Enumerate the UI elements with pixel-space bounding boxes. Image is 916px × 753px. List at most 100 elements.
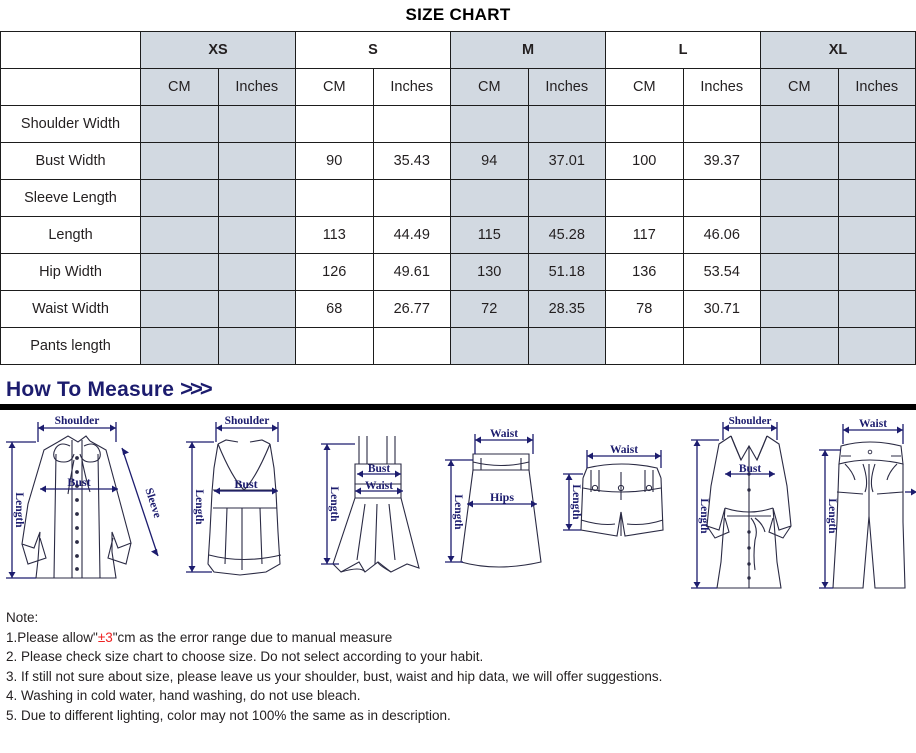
size-header-s: S [295,31,451,69]
cell-r6-c5 [527,327,606,365]
figure-coat: Shoulder Bust Length [685,412,813,600]
unit-header-xl-inches: Inches [837,68,916,106]
unit-header-xs-cm: CM [140,68,219,106]
unit-corner-cell [0,68,141,106]
cell-r4-c3: 49.61 [372,253,451,291]
note-item-5: 5. Due to different lighting, color may … [6,707,451,723]
note-item-2: 2. Please check size chart to choose siz… [6,649,484,664]
section-divider [0,404,916,410]
unit-header-xl-cm: CM [760,68,839,106]
cell-r4-c2: 126 [295,253,374,291]
cell-r3-c0 [140,216,219,254]
table-row: Sleeve Length [0,179,916,217]
row-label-4: Hip Width [0,253,141,291]
blouse-label-shoulder: Shoulder [55,415,100,427]
cell-r0-c5 [527,105,606,143]
cell-r6-c4 [450,327,529,365]
table-row: Length 113 44.49 115 45.28 117 46.06 [0,216,916,254]
notes-section: Note: 1.Please allow"±3"cm as the error … [0,600,916,725]
skirt-label-length: Length [452,494,464,530]
note-item-1: 1.Please allow"±3"cm as the error range … [6,628,916,648]
cell-r0-c9 [837,105,916,143]
cell-r2-c2 [295,179,374,217]
cell-r4-c9 [837,253,916,291]
dress-label-length: Length [328,486,340,522]
cell-r5-c0 [140,290,219,328]
figure-pants: Waist Thigh Length [813,412,916,600]
skirt-diagram: Waist Hips Length [445,428,542,568]
row-label-1: Bust Width [0,142,141,180]
coat-diagram: Shoulder Bust Length [691,415,792,589]
cell-r0-c4 [450,105,529,143]
cell-r3-c4: 115 [450,216,529,254]
blouse-label-length: Length [13,492,25,528]
cell-r2-c7 [682,179,761,217]
cell-r3-c6: 117 [605,216,684,254]
table-row: Bust Width 90 35.43 94 37.01 100 39.37 [0,142,916,180]
cell-r0-c2 [295,105,374,143]
garment-illustrations: Shoulder Bust Length Sleeve [0,410,916,600]
cell-r6-c6 [605,327,684,365]
unit-header-l-inches: Inches [682,68,761,106]
tank-label-length: Length [193,489,205,525]
cell-r3-c1 [217,216,296,254]
how-to-measure-section: How To Measure >>> [0,365,916,410]
cell-r1-c3: 35.43 [372,142,451,180]
shorts-diagram: Waist Length [563,444,664,537]
figure-dress: Bust Waist Length [315,412,437,600]
row-label-2: Sleeve Length [0,179,141,217]
cell-r3-c7: 46.06 [682,216,761,254]
cell-r6-c8 [760,327,839,365]
cell-r4-c6: 136 [605,253,684,291]
cell-r5-c8 [760,290,839,328]
table-row: Waist Width 68 26.77 72 28.35 78 30.71 [0,290,916,328]
cell-r5-c3: 26.77 [372,290,451,328]
cell-r2-c4 [450,179,529,217]
cell-r6-c3 [372,327,451,365]
cell-r1-c2: 90 [295,142,374,180]
cell-r0-c0 [140,105,219,143]
pants-diagram: Waist Thigh Length [819,418,916,589]
cell-r2-c9 [837,179,916,217]
cell-r0-c1 [217,105,296,143]
tank-label-shoulder: Shoulder [225,415,270,427]
row-label-5: Waist Width [0,290,141,328]
cell-r6-c7 [682,327,761,365]
size-chart-table: XS S M L XL CM Inches CM Inches CM Inche… [0,31,916,365]
row-label-3: Length [0,216,141,254]
unit-header-s-cm: CM [295,68,374,106]
cell-r3-c3: 44.49 [372,216,451,254]
table-row: Hip Width 126 49.61 130 51.18 136 53.54 [0,253,916,291]
cell-r1-c8 [760,142,839,180]
note-text: "cm as the error range due to manual mea… [112,629,393,645]
skirt-label-hips: Hips [490,490,514,504]
cell-r6-c2 [295,327,374,365]
size-header-l: L [605,31,761,69]
cell-r3-c5: 45.28 [527,216,606,254]
cell-r1-c6: 100 [605,142,684,180]
cell-r4-c5: 51.18 [527,253,606,291]
unit-header-xs-inches: Inches [217,68,296,106]
unit-header-s-inches: Inches [372,68,451,106]
cell-r2-c5 [527,179,606,217]
cell-r4-c0 [140,253,219,291]
figure-shorts: Waist Length [557,412,685,600]
table-row: Shoulder Width [0,105,916,143]
cell-r1-c9 [837,142,916,180]
blouse-label-sleeve: Sleeve [142,487,163,520]
table-header-row-units: CM Inches CM Inches CM Inches CM Inches … [0,68,916,106]
cell-r5-c4: 72 [450,290,529,328]
cell-r3-c8 [760,216,839,254]
cell-r5-c5: 28.35 [527,290,606,328]
size-header-xl: XL [760,31,916,69]
cell-r4-c1 [217,253,296,291]
notes-list: 1.Please allow"±3"cm as the error range … [6,628,916,726]
shorts-label-waist: Waist [610,444,638,456]
note-item-3: 3. If still not sure about size, please … [6,668,663,684]
pants-label-length: Length [826,498,838,534]
cell-r3-c2: 113 [295,216,374,254]
cell-r4-c8 [760,253,839,291]
cell-r6-c1 [217,327,296,365]
figure-skirt: Waist Hips Length [437,412,557,600]
cell-r5-c7: 30.71 [682,290,761,328]
